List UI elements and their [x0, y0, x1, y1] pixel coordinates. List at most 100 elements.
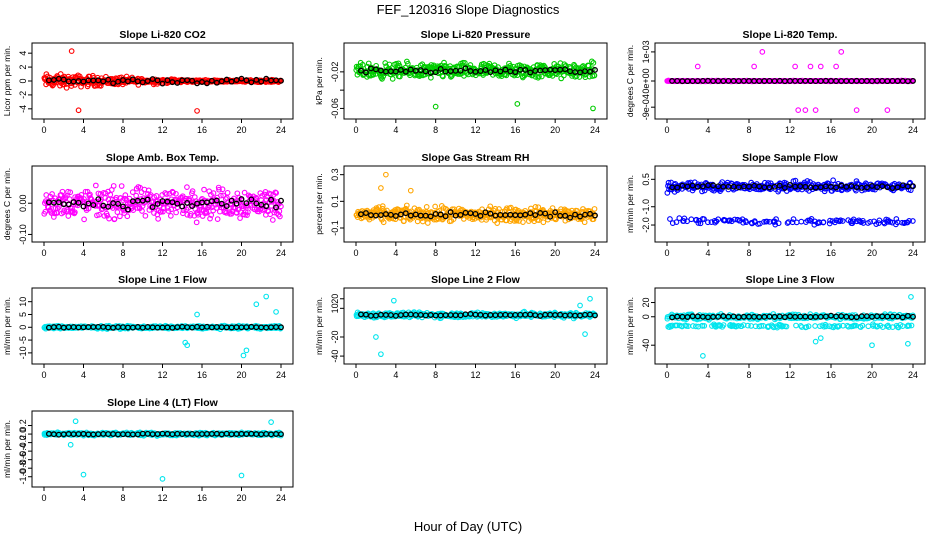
x-tick-label: 12	[785, 125, 795, 135]
reference-point	[587, 68, 593, 75]
x-tick-label: 4	[705, 125, 710, 135]
y-tick-label: -4	[18, 105, 28, 113]
reference-point	[457, 212, 464, 218]
scatter-point	[494, 220, 501, 226]
reference-series	[358, 209, 598, 221]
reference-point	[203, 80, 210, 87]
y-axis-label: ml/min per min.	[2, 297, 12, 355]
scatter-point	[797, 323, 804, 329]
scatter-outlier	[884, 107, 891, 113]
scatter-point	[133, 192, 140, 199]
reference-series	[45, 323, 284, 331]
x-tick-label: 0	[664, 248, 669, 258]
y-tick-label: -0.10	[18, 224, 28, 245]
scatter-point	[752, 323, 759, 330]
reference-point	[477, 212, 484, 219]
x-tick-label: 20	[236, 370, 246, 380]
scatter-point	[160, 208, 166, 215]
scatter-series	[41, 293, 284, 359]
scatter-point	[269, 217, 276, 223]
reference-point	[75, 199, 82, 206]
scatter-point	[780, 323, 786, 329]
scatter-point	[173, 190, 179, 197]
scatter-outlier	[807, 63, 814, 70]
y-tick-label: 10	[330, 303, 340, 313]
scatter-point	[97, 82, 104, 89]
reference-point	[392, 68, 399, 75]
scatter-point	[151, 210, 157, 216]
y-tick-label: 20	[330, 294, 340, 304]
scatter-outlier	[514, 101, 521, 107]
reference-point	[502, 66, 509, 73]
x-tick-label: 16	[197, 125, 207, 135]
reference-point	[848, 183, 855, 190]
x-tick-label: 8	[433, 370, 438, 380]
plot-frame	[343, 287, 608, 365]
scatter-point	[170, 189, 176, 196]
scatter-point	[237, 215, 243, 221]
reference-point	[223, 76, 230, 83]
scatter-point	[764, 218, 770, 225]
y-tick-label: 0.5	[641, 173, 651, 186]
reference-point	[273, 204, 280, 211]
scatter-point	[184, 184, 190, 191]
scatter-point	[244, 203, 251, 209]
scatter-outlier	[67, 441, 74, 448]
scatter-point	[558, 206, 564, 212]
reference-series	[669, 182, 916, 191]
scatter-point	[432, 203, 438, 210]
plot-frame	[654, 165, 926, 243]
scatter-point	[59, 188, 66, 195]
x-tick-label: 16	[197, 370, 207, 380]
reference-point	[822, 313, 829, 320]
x-tick-label: 24	[908, 125, 918, 135]
scatter-point	[203, 210, 210, 216]
x-tick-label: 20	[550, 125, 560, 135]
x-tick-label: 0	[353, 125, 358, 135]
reference-point	[278, 324, 284, 331]
x-axis-label: Hour of Day (UTC)	[414, 519, 522, 534]
reference-point	[756, 183, 763, 190]
scatter-outlier	[240, 352, 247, 359]
y-tick-label: 0.0	[18, 428, 28, 441]
reference-point	[562, 212, 569, 219]
reference-point	[189, 203, 196, 210]
scatter-point	[69, 205, 75, 212]
scatter-series	[41, 418, 284, 482]
reference-point	[144, 196, 151, 203]
scatter-point	[208, 212, 215, 218]
scatter-point	[122, 192, 129, 198]
reference-point	[422, 68, 429, 75]
scatter-point	[496, 206, 502, 212]
y-axis-label: ml/min per min.	[314, 297, 324, 355]
x-tick-label: 0	[353, 370, 358, 380]
x-tick-label: 12	[785, 370, 795, 380]
reference-point	[110, 80, 117, 87]
scatter-point	[520, 219, 526, 226]
scatter-outlier	[432, 103, 439, 110]
scatter-point	[830, 177, 836, 184]
scatter-point	[189, 188, 196, 194]
x-tick-label: 8	[746, 125, 751, 135]
scatter-point	[876, 217, 883, 224]
scatter-outlier	[243, 347, 250, 354]
reference-point	[363, 69, 369, 76]
y-axis-label: Licor ppm per min.	[2, 46, 12, 116]
reference-point	[60, 76, 67, 83]
scatter-outlier	[802, 107, 809, 113]
reference-point	[781, 184, 788, 191]
y-tick-label: -40	[641, 339, 651, 352]
reference-point	[462, 65, 469, 72]
scatter-point	[461, 59, 468, 66]
x-tick-label: 4	[393, 248, 398, 258]
panel-title: Slope Line 4 (LT) Flow	[107, 397, 218, 409]
scatter-outlier	[812, 107, 819, 113]
panel-title: Slope Amb. Box Temp.	[106, 152, 219, 164]
scatter-outlier	[383, 171, 389, 178]
reference-point	[710, 182, 717, 189]
scatter-point	[228, 210, 235, 217]
scatter-outlier	[373, 334, 379, 340]
